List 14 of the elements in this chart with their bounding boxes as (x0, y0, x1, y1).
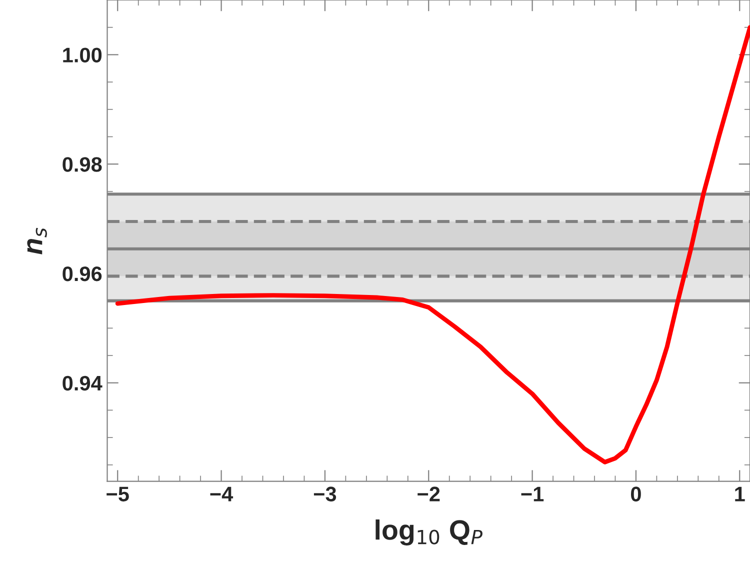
x-tick-label: −5 (106, 486, 129, 502)
x-tick-label: −4 (210, 486, 234, 502)
x-tick-label: −1 (521, 486, 544, 502)
x-tick-label: 0 (630, 486, 641, 502)
y-tick-label: 0.98 (62, 157, 102, 172)
y-tick-label: 0.94 (62, 376, 102, 391)
y-tick-label: 0.96 (62, 266, 102, 282)
line-series (115, 25, 750, 464)
x-axis-title: log$_{10}$ Q$_{P}$ (376, 519, 482, 546)
x-tick-label: 1 (735, 486, 745, 502)
x-tick-label: −3 (314, 486, 336, 502)
y-axis-title: n$_{s}$ (27, 228, 47, 254)
x-tick-label: −2 (418, 486, 440, 502)
y-tick-label: 1.00 (63, 48, 102, 62)
